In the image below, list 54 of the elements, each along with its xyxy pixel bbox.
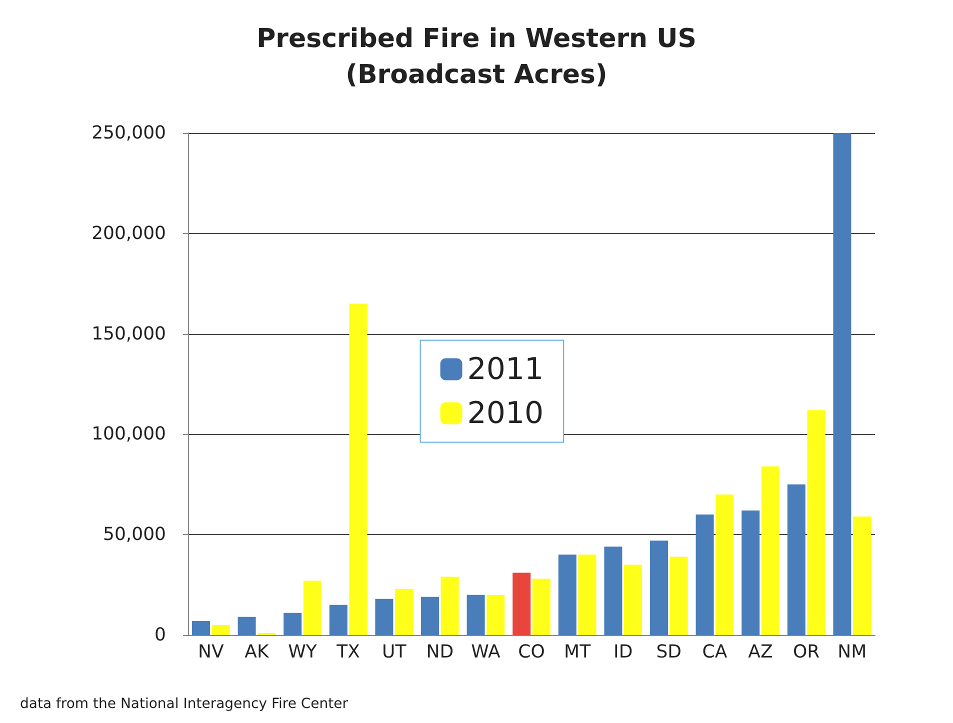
y-tick-label: 150,000 — [92, 323, 166, 344]
bar — [512, 572, 531, 635]
bar — [238, 616, 256, 635]
legend-label: 2010 — [467, 396, 544, 431]
bar — [650, 540, 668, 635]
x-tick-label: NM — [838, 642, 867, 662]
x-tick-label: AZ — [748, 642, 773, 662]
x-tick-label: OR — [792, 642, 820, 662]
x-tick-label: AK — [244, 642, 270, 662]
bar — [486, 594, 505, 635]
bar — [670, 556, 688, 635]
bar — [349, 304, 368, 635]
bar — [624, 564, 642, 635]
bar — [716, 494, 734, 635]
bar — [604, 546, 622, 635]
x-tick-label: WY — [288, 642, 318, 662]
chart-title: Prescribed Fire in Western US (Broadcast Acres) — [256, 24, 696, 90]
x-tick-label: MT — [564, 642, 592, 662]
bar — [532, 578, 550, 635]
bar — [787, 484, 806, 635]
bar — [212, 624, 230, 635]
y-tick-label: 100,000 — [92, 424, 166, 445]
bar — [742, 510, 760, 635]
x-tick-label: CO — [518, 642, 545, 662]
x-tick-label: NV — [198, 642, 224, 662]
legend-label: 2011 — [467, 352, 544, 387]
bar — [284, 612, 302, 635]
text: data from the National Interagency Fire Center — [20, 696, 348, 712]
x-tick-label: ID — [614, 642, 633, 662]
bar — [833, 133, 852, 635]
bar — [761, 466, 780, 635]
bar — [807, 410, 826, 635]
bar — [558, 554, 576, 635]
bar — [853, 516, 871, 635]
bar — [466, 594, 485, 635]
bar — [303, 580, 322, 635]
bar — [375, 598, 394, 635]
bar — [421, 596, 439, 635]
x-tick-label: WA — [471, 642, 501, 662]
x-tick-label: TX — [336, 642, 360, 662]
x-tick-label: SD — [656, 642, 682, 662]
bar — [578, 554, 596, 635]
bar — [440, 576, 459, 635]
y-tick-label: 50,000 — [103, 524, 166, 546]
x-tick-label: CA — [702, 642, 728, 662]
x-tick-label: ND — [426, 642, 454, 662]
y-tick-label: 250,000 — [92, 122, 166, 144]
bar — [395, 588, 413, 635]
bar — [329, 604, 348, 635]
y-tick-label: 0 — [154, 624, 166, 646]
bar — [192, 620, 210, 635]
y-tick-label: 200,000 — [92, 222, 166, 244]
bar — [696, 514, 714, 635]
x-tick-label: UT — [382, 642, 408, 662]
